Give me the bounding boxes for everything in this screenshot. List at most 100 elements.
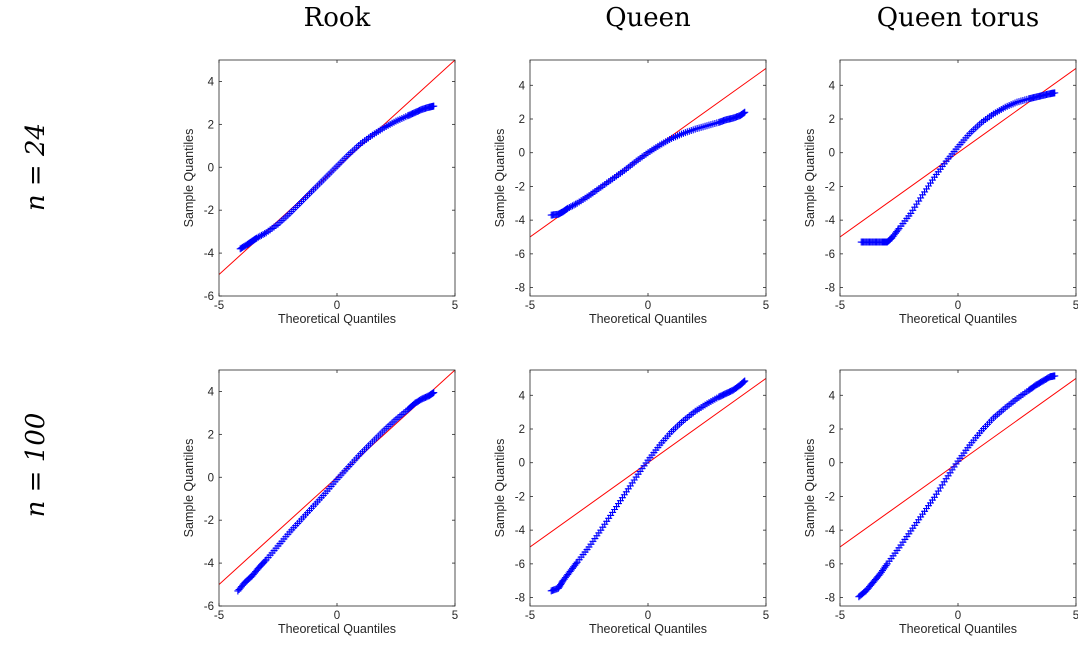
y-tick-label: -2: [825, 181, 835, 193]
data-point: [564, 204, 572, 212]
y-tick-label: -6: [515, 559, 525, 571]
x-tick-label: 5: [1073, 300, 1078, 312]
y-tick-label: -6: [204, 601, 214, 613]
y-tick-label: -4: [825, 215, 836, 227]
x-axis-label: Theoretical Quantiles: [899, 622, 1017, 636]
x-tick-label: 5: [763, 610, 769, 622]
data-point: [567, 203, 575, 211]
data-point: [740, 378, 748, 386]
qq-panel-1-1: -5 0 5 -8 -6 -4 -2 0 2 4 Theoretical Quantiles Samp…: [493, 369, 769, 636]
y-tick-label: 0: [519, 458, 525, 470]
y-tick-label: -8: [825, 283, 835, 295]
data-point: [261, 557, 269, 565]
y-tick-label: -2: [204, 205, 214, 217]
data-point: [572, 560, 580, 568]
data-point: [430, 102, 438, 110]
y-tick-label: 4: [208, 76, 215, 88]
axes-frame: [839, 369, 1077, 607]
data-point: [570, 201, 578, 209]
column-title-queen: Queen: [605, 3, 691, 33]
y-axis-label: Sample Quantiles: [182, 439, 196, 538]
x-axis-label: Theoretical Quantiles: [589, 312, 707, 326]
y-tick-label: -2: [204, 515, 214, 527]
x-tick-label: 5: [452, 610, 458, 622]
y-tick-label: 0: [829, 148, 835, 160]
y-tick-label: -2: [515, 491, 525, 503]
y-tick-label: 4: [519, 390, 526, 402]
axes-frame: [529, 369, 767, 607]
x-tick-label: 5: [1073, 610, 1078, 622]
data-point: [261, 230, 269, 238]
data-point: [568, 202, 576, 210]
data-series: [236, 102, 438, 253]
y-tick-label: -6: [515, 249, 525, 261]
y-tick-label: -2: [515, 181, 525, 193]
qq-panel-1-2: -5 0 5 -8 -6 -4 -2 0 2 4 Theoretical Quantiles Samp…: [803, 369, 1078, 636]
x-tick-label: 0: [645, 300, 651, 312]
x-tick-label: 0: [334, 300, 340, 312]
row-title-n-100: n = 100: [21, 413, 51, 518]
data-point: [1051, 89, 1059, 97]
x-tick-label: -5: [214, 610, 224, 622]
y-tick-label: 2: [829, 424, 835, 436]
x-axis-label: Theoretical Quantiles: [589, 622, 707, 636]
x-tick-label: -5: [835, 300, 845, 312]
x-tick-label: 0: [955, 610, 961, 622]
data-point: [572, 200, 580, 208]
axes-frame: [218, 59, 456, 297]
y-tick-label: -8: [825, 593, 835, 605]
y-tick-label: 4: [829, 390, 836, 402]
row-title-n-24: n = 24: [21, 123, 51, 211]
y-tick-label: -8: [515, 593, 525, 605]
data-point: [739, 378, 747, 386]
x-axis-label: Theoretical Quantiles: [278, 622, 396, 636]
axes-frame: [529, 59, 767, 297]
qq-panel-0-1: -5 0 5 -8 -6 -4 -2 0 2 4 Theoretical Quantiles Samp…: [493, 59, 769, 326]
qq-panel-0-2: -5 0 5 -8 -6 -4 -2 0 2 4 Theoretical Quantiles Samp…: [803, 59, 1078, 326]
y-tick-label: 2: [519, 424, 525, 436]
y-tick-label: 4: [829, 80, 836, 92]
y-axis-label: Sample Quantiles: [803, 439, 817, 538]
y-tick-label: -4: [515, 215, 526, 227]
y-tick-label: 2: [208, 119, 214, 131]
data-point: [430, 389, 438, 397]
data-point: [894, 226, 902, 234]
y-tick-label: 2: [208, 429, 214, 441]
x-tick-label: -5: [525, 300, 535, 312]
x-tick-label: 5: [452, 300, 458, 312]
y-tick-label: -4: [825, 525, 836, 537]
data-point: [741, 108, 749, 116]
y-tick-label: -4: [204, 248, 215, 260]
data-point: [741, 377, 749, 385]
x-tick-label: 0: [334, 610, 340, 622]
y-axis-label: Sample Quantiles: [493, 439, 507, 538]
qq-panel-1-0: -5 0 5 -6 -4 -2 0 2 4 Theoretical Quantiles Sample…: [182, 369, 458, 636]
qq-panel-0-0: -5 0 5 -6 -4 -2 0 2 4 Theoretical Quantiles Sample…: [182, 59, 458, 326]
data-point: [565, 204, 573, 211]
x-tick-label: -5: [214, 300, 224, 312]
y-tick-label: -8: [515, 283, 525, 295]
y-tick-label: -4: [204, 558, 215, 570]
x-tick-label: 0: [645, 610, 651, 622]
y-tick-label: 0: [208, 162, 214, 174]
y-tick-label: 2: [829, 114, 835, 126]
y-tick-label: 4: [208, 386, 215, 398]
y-tick-label: -2: [825, 491, 835, 503]
y-tick-label: -6: [825, 249, 835, 261]
x-tick-label: -5: [835, 610, 845, 622]
y-tick-label: -4: [515, 525, 526, 537]
panels-group: -5 0 5 -6 -4 -2 0 2 4 Theoretical Quantiles Sample…: [182, 59, 1078, 636]
x-axis-label: Theoretical Quantiles: [278, 312, 396, 326]
y-tick-label: 2: [519, 114, 525, 126]
y-tick-label: -6: [204, 291, 214, 303]
data-point: [882, 562, 890, 570]
x-tick-label: 0: [955, 300, 961, 312]
column-title-rook: Rook: [304, 3, 371, 33]
y-axis-label: Sample Quantiles: [493, 129, 507, 228]
y-tick-label: -6: [825, 559, 835, 571]
x-tick-label: 5: [763, 300, 769, 312]
y-axis-label: Sample Quantiles: [803, 129, 817, 228]
y-tick-label: 0: [208, 472, 214, 484]
data-series: [547, 108, 749, 219]
